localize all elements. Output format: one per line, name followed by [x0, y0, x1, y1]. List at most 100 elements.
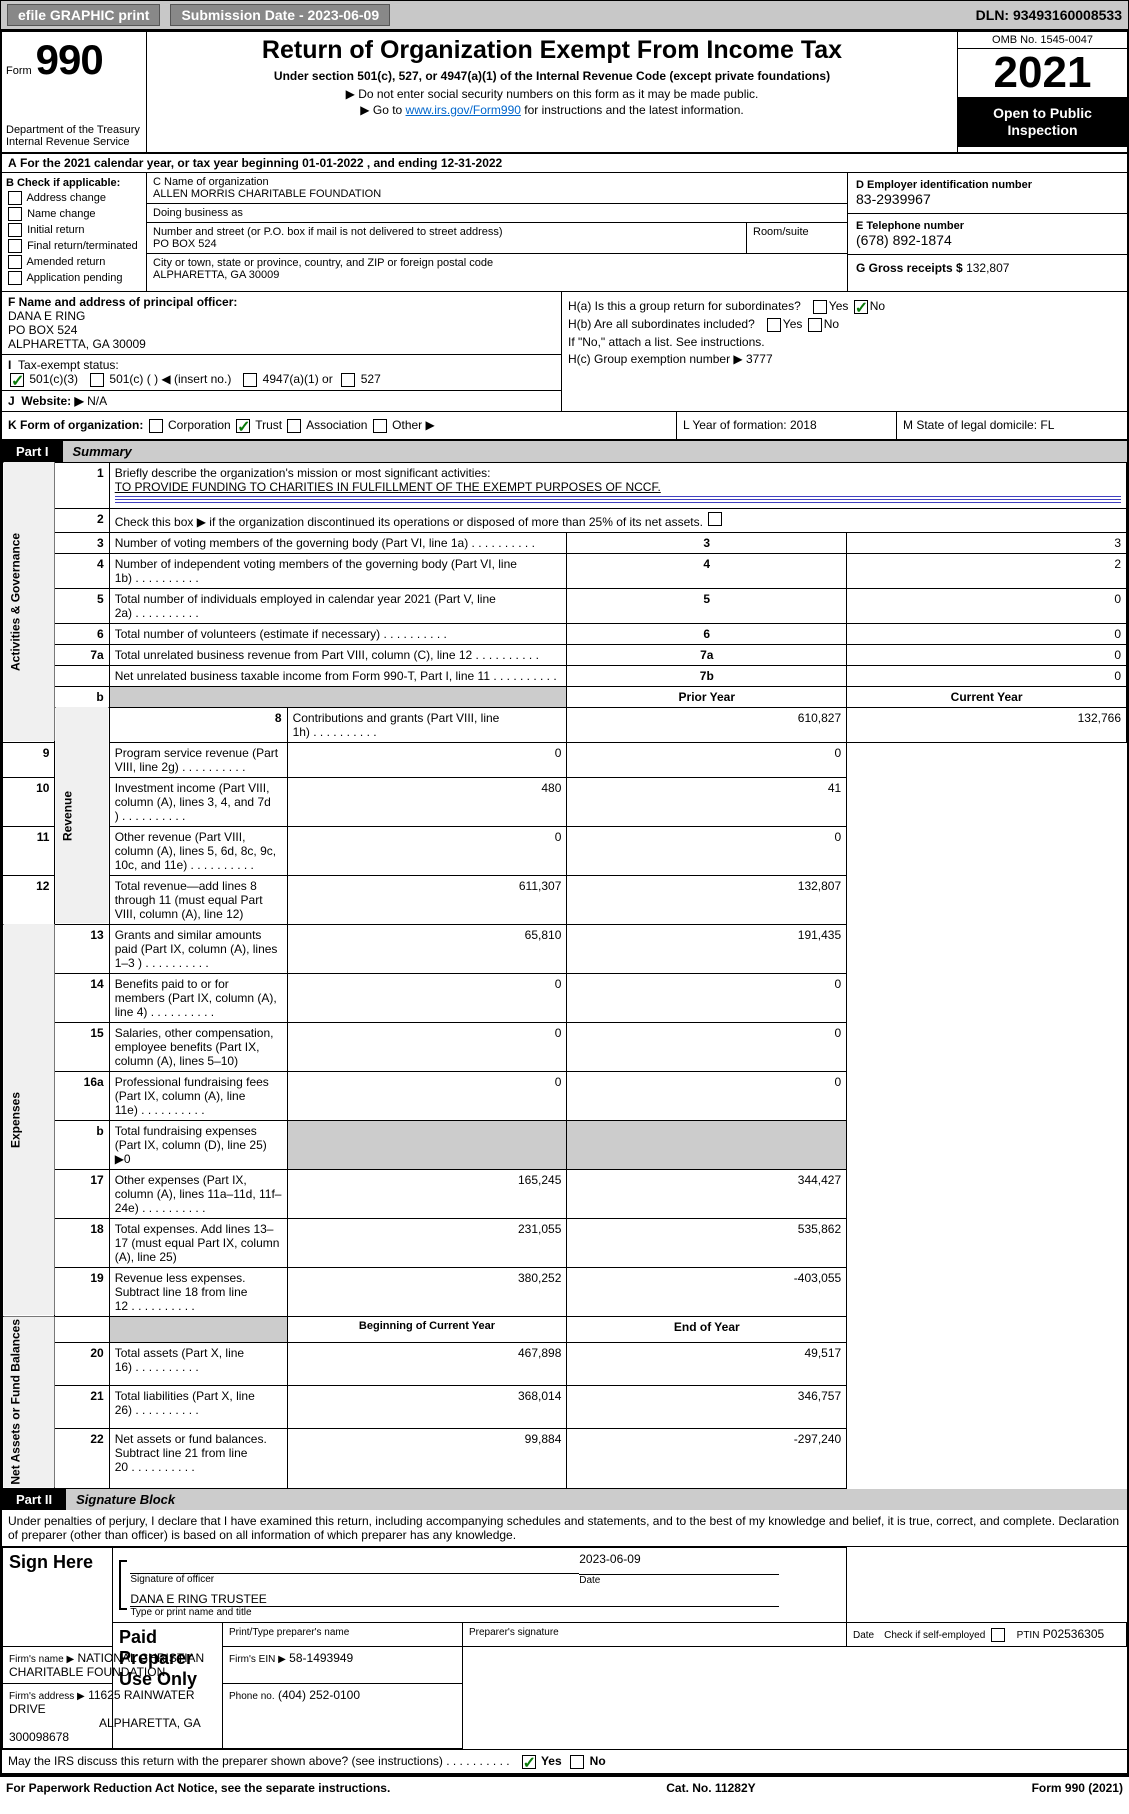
hb-no[interactable]: [808, 318, 822, 332]
dba-label: Doing business as: [153, 207, 841, 219]
firm-ein: 58-1493949: [289, 1651, 353, 1665]
chk-address-change[interactable]: [8, 191, 22, 205]
tel-value: (678) 892-1874: [856, 232, 1119, 248]
side-revenue: Revenue: [55, 707, 109, 924]
cat-no: Cat. No. 11282Y: [666, 1781, 755, 1795]
phone-value: (404) 252-0100: [278, 1688, 360, 1702]
tax-year: 2021: [958, 49, 1127, 97]
k-label: K Form of organization:: [8, 418, 143, 432]
check-self-employed: Check if self-employed: [884, 1630, 985, 1641]
city-label: City or town, state or province, country…: [153, 257, 841, 269]
paperwork-notice: For Paperwork Reduction Act Notice, see …: [6, 1781, 390, 1795]
sig-officer-label: Signature of officer: [130, 1574, 579, 1585]
hb-label: H(b) Are all subordinates included?: [568, 317, 755, 331]
i-label: Tax-exempt status:: [18, 358, 119, 372]
firm-ein-label: Firm's EIN ▶: [229, 1654, 286, 1665]
q1-label: Briefly describe the organization's miss…: [115, 466, 491, 480]
chk-corp[interactable]: [149, 419, 163, 433]
ein-value: 83-2939967: [856, 191, 1119, 207]
f-label: F Name and address of principal officer:: [8, 295, 237, 309]
form-subtitle: Under section 501(c), 527, or 4947(a)(1)…: [153, 69, 951, 83]
addr-value: PO BOX 524: [153, 238, 740, 250]
firm-addr2: ALPHARETTA, GA 300098678: [9, 1716, 200, 1744]
footer: For Paperwork Reduction Act Notice, see …: [0, 1775, 1129, 1799]
ha-label: H(a) Is this a group return for subordin…: [568, 299, 801, 313]
name-title-label: Type or print name and title: [130, 1606, 779, 1618]
irs-label: Internal Revenue Service: [6, 136, 142, 148]
hc-label: H(c) Group exemption number ▶ 3777: [568, 352, 1121, 366]
form-title: Return of Organization Exempt From Incom…: [153, 36, 951, 65]
form-ref: Form 990 (2021): [1032, 1781, 1123, 1795]
side-governance: Activities & Governance: [3, 462, 55, 742]
chk-other[interactable]: [373, 419, 387, 433]
tel-label: E Telephone number: [856, 220, 1119, 232]
firm-name-label: Firm's name ▶: [9, 1654, 74, 1665]
penalty-statement: Under penalties of perjury, I declare th…: [2, 1510, 1127, 1547]
row-a-tax-year: A For the 2021 calendar year, or tax yea…: [2, 154, 1127, 173]
open-inspection: Open to Public Inspection: [958, 97, 1127, 147]
firm-addr-label: Firm's address ▶: [9, 1691, 85, 1702]
chk-501c3[interactable]: [10, 373, 24, 387]
ha-yes[interactable]: [813, 300, 827, 314]
q2-label: Check this box ▶ if the organization dis…: [109, 508, 1126, 532]
ptin-value: P02536305: [1043, 1627, 1104, 1641]
signature-table: Sign Here Signature of officer 2023-06-0…: [2, 1547, 1127, 1749]
note-goto: Go to www.irs.gov/Form990 for instructio…: [153, 103, 951, 117]
part1-header: Part I Summary: [2, 441, 1127, 462]
prep-sig-label: Preparer's signature: [469, 1627, 840, 1638]
chk-trust[interactable]: [236, 419, 250, 433]
may-irs-yes[interactable]: [522, 1755, 536, 1769]
ein-label: D Employer identification number: [856, 179, 1119, 191]
chk-amended[interactable]: [8, 255, 22, 269]
city-value: ALPHARETTA, GA 30009: [153, 269, 841, 281]
gross-value: 132,807: [966, 261, 1009, 275]
q1-answer: TO PROVIDE FUNDING TO CHARITIES IN FULFI…: [115, 480, 661, 494]
side-net-assets: Net Assets or Fund Balances: [3, 1316, 55, 1489]
form990-link[interactable]: www.irs.gov/Form990: [406, 103, 521, 117]
l-year-formation: L Year of formation: 2018: [677, 412, 897, 439]
summary-table: Activities & Governance 1 Briefly descri…: [2, 462, 1127, 1490]
submission-date: Submission Date - 2023-06-09: [170, 4, 390, 26]
ha-no[interactable]: [854, 300, 868, 314]
gross-label: G Gross receipts $: [856, 261, 963, 275]
dln: DLN: 93493160008533: [976, 7, 1122, 23]
efile-label[interactable]: efile GRAPHIC print: [7, 4, 160, 26]
hb-yes[interactable]: [767, 318, 781, 332]
org-name: ALLEN MORRIS CHARITABLE FOUNDATION: [153, 188, 841, 200]
chk-501c[interactable]: [90, 373, 104, 387]
m-state-domicile: M State of legal domicile: FL: [897, 412, 1127, 439]
omb-number: OMB No. 1545-0047: [958, 32, 1127, 49]
may-irs-no[interactable]: [570, 1755, 584, 1769]
form-word: Form: [6, 65, 32, 77]
note-ssn: Do not enter social security numbers on …: [153, 87, 951, 101]
dept-treasury: Department of the Treasury: [6, 124, 142, 136]
date-label: Date: [579, 1574, 779, 1586]
f-addr1: PO BOX 524: [8, 323, 77, 337]
addr-label: Number and street (or P.O. box if mail i…: [153, 226, 740, 238]
part2-header: Part II Signature Block: [2, 1489, 1127, 1510]
may-irs-discuss: May the IRS discuss this return with the…: [8, 1754, 443, 1768]
f-addr2: ALPHARETTA, GA 30009: [8, 337, 146, 351]
form-990: Form 990 Department of the Treasury Inte…: [0, 30, 1129, 1775]
top-bar: efile GRAPHIC print Submission Date - 20…: [0, 0, 1129, 30]
website-value: N/A: [87, 394, 107, 408]
chk-initial-return[interactable]: [8, 223, 22, 237]
chk-name-change[interactable]: [8, 207, 22, 221]
chk-app-pending[interactable]: [8, 271, 22, 285]
chk-527[interactable]: [341, 373, 355, 387]
sign-here-label: Sign Here: [3, 1548, 113, 1647]
c-name-label: C Name of organization: [153, 176, 841, 188]
officer-name: DANA E RING TRUSTEE: [130, 1592, 779, 1606]
b-header: B Check if applicable:: [6, 177, 120, 189]
chk-4947[interactable]: [243, 373, 257, 387]
j-label: Website: ▶: [21, 394, 83, 408]
prep-name-label: Print/Type preparer's name: [229, 1627, 456, 1638]
chk-assoc[interactable]: [287, 419, 301, 433]
chk-discontinued[interactable]: [708, 512, 722, 526]
form-number: 990: [36, 36, 103, 84]
suite-label: Room/suite: [747, 223, 847, 253]
chk-final-return[interactable]: [8, 239, 22, 253]
chk-self-employed[interactable]: [991, 1628, 1005, 1642]
side-expenses: Expenses: [3, 924, 55, 1316]
f-name: DANA E RING: [8, 309, 85, 323]
